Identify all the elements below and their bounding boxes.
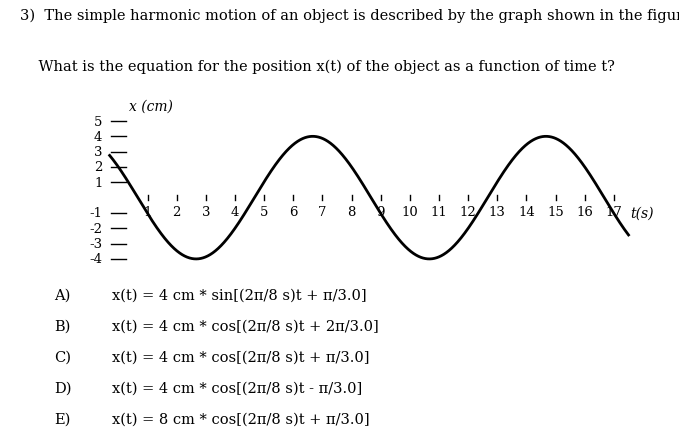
Text: x(t) = 4 cm * cos[(2π/8 s)t + 2π/3.0]: x(t) = 4 cm * cos[(2π/8 s)t + 2π/3.0] bbox=[112, 319, 379, 333]
Text: 14: 14 bbox=[518, 205, 535, 218]
Text: 10: 10 bbox=[401, 205, 418, 218]
Text: 7: 7 bbox=[318, 205, 327, 218]
Text: 16: 16 bbox=[576, 205, 593, 218]
Text: 2: 2 bbox=[94, 161, 103, 174]
Text: 2: 2 bbox=[172, 205, 181, 218]
Text: C): C) bbox=[54, 350, 71, 364]
Text: 4: 4 bbox=[231, 205, 239, 218]
Text: -4: -4 bbox=[90, 253, 103, 266]
Text: -3: -3 bbox=[89, 237, 103, 251]
Text: 11: 11 bbox=[430, 205, 447, 218]
Text: B): B) bbox=[54, 319, 71, 333]
Text: 13: 13 bbox=[489, 205, 506, 218]
Text: 3)  The simple harmonic motion of an object is described by the graph shown in t: 3) The simple harmonic motion of an obje… bbox=[20, 9, 679, 23]
Text: 1: 1 bbox=[143, 205, 151, 218]
Text: 3: 3 bbox=[94, 146, 103, 159]
Text: E): E) bbox=[54, 411, 71, 425]
Text: 4: 4 bbox=[94, 131, 103, 144]
Text: 12: 12 bbox=[460, 205, 477, 218]
Text: 5: 5 bbox=[260, 205, 268, 218]
Text: x(t) = 8 cm * cos[(2π/8 s)t + π/3.0]: x(t) = 8 cm * cos[(2π/8 s)t + π/3.0] bbox=[112, 411, 369, 425]
Text: t(s): t(s) bbox=[630, 207, 653, 221]
Text: 1: 1 bbox=[94, 177, 103, 189]
Text: 3: 3 bbox=[202, 205, 210, 218]
Text: x(t) = 4 cm * cos[(2π/8 s)t - π/3.0]: x(t) = 4 cm * cos[(2π/8 s)t - π/3.0] bbox=[112, 381, 363, 395]
Text: x(t) = 4 cm * sin[(2π/8 s)t + π/3.0]: x(t) = 4 cm * sin[(2π/8 s)t + π/3.0] bbox=[112, 288, 367, 302]
Text: 9: 9 bbox=[376, 205, 385, 218]
Text: A): A) bbox=[54, 288, 71, 302]
Text: What is the equation for the position x(t) of the object as a function of time t: What is the equation for the position x(… bbox=[20, 59, 615, 74]
Text: x(t) = 4 cm * cos[(2π/8 s)t + π/3.0]: x(t) = 4 cm * cos[(2π/8 s)t + π/3.0] bbox=[112, 350, 369, 364]
Text: 17: 17 bbox=[606, 205, 623, 218]
Text: x (cm): x (cm) bbox=[128, 99, 172, 113]
Text: 6: 6 bbox=[289, 205, 297, 218]
Text: -1: -1 bbox=[90, 207, 103, 220]
Text: 8: 8 bbox=[348, 205, 356, 218]
Text: D): D) bbox=[54, 381, 72, 395]
Text: 15: 15 bbox=[547, 205, 564, 218]
Text: 5: 5 bbox=[94, 115, 103, 128]
Text: -2: -2 bbox=[90, 222, 103, 235]
